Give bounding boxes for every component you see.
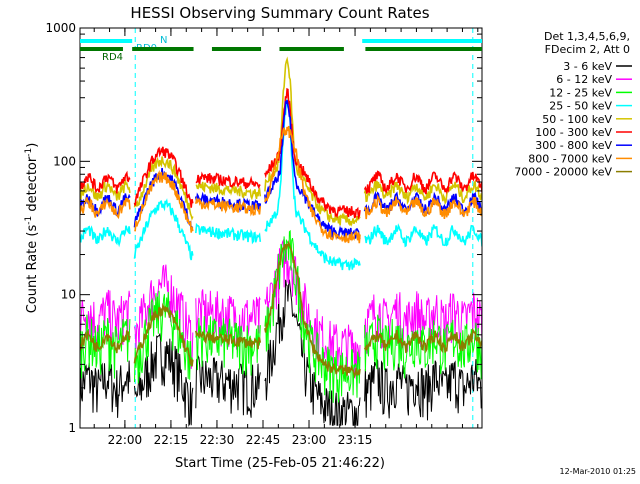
plot-area [80,28,482,428]
y-label-sup-1: -1 [24,216,34,225]
series-line-9 [80,239,482,379]
y-tick-label: 1 [68,421,76,435]
x-tick-label: 23:00 [292,433,327,447]
x-tick-label: 22:45 [246,433,281,447]
legend-label-6: 100 - 300 keV [535,126,612,139]
legend-label-4: 25 - 50 keV [549,100,612,113]
series-line-8 [80,125,482,244]
legend: Det 1,3,4,5,6,9, FDecim 2, Att 0 3 - 6 k… [514,30,632,179]
series-line-5 [80,56,482,227]
series-line-2 [80,238,482,380]
legend-label-9: 7000 - 20000 keV [514,166,612,179]
legend-header-1: Det 1,3,4,5,6,9, [544,30,630,43]
y-label-part-3: ) [25,143,40,148]
y-axis-label: Count Rate (s-1 detector-1) [24,143,40,314]
legend-header-2: FDecim 2, Att 0 [545,43,630,56]
series-line-1 [80,279,482,427]
flag-label-n: N [160,35,167,46]
legend-label-2: 6 - 12 keV [556,73,612,86]
y-tick-label: 100 [53,154,76,168]
x-tick-label: 22:00 [108,433,143,447]
series-line-6 [80,87,482,221]
legend-label-3: 12 - 25 keV [549,86,612,99]
plot-frame [79,27,483,429]
legend-label-7: 300 - 800 keV [535,139,612,152]
x-tick-label: 22:15 [154,433,189,447]
y-tick-label: 1000 [45,21,76,35]
x-axis: 22:00 22:15 22:30 22:45 23:00 23:15 [93,28,479,447]
x-axis-label: Start Time (25-Feb-05 21:46:22) [175,456,385,471]
y-tick-label: 10 [61,288,76,302]
chart-title: HESSI Observing Summary Count Rates [130,4,429,22]
y-label-sup-2: -1 [24,148,34,157]
y-label-part-2: detector [25,156,40,216]
flag-label-rd4: RD4 [102,52,123,63]
legend-label-5: 50 - 100 keV [542,113,612,126]
legend-label-8: 800 - 7000 keV [528,152,612,165]
legend-label-1: 3 - 6 keV [563,60,612,73]
footer-timestamp: 12-Mar-2010 01:25 [560,467,637,476]
series-line-4 [80,99,482,271]
x-tick-label: 22:30 [200,433,235,447]
y-label-part-1: Count Rate (s [25,225,40,314]
x-tick-label: 23:15 [338,433,373,447]
